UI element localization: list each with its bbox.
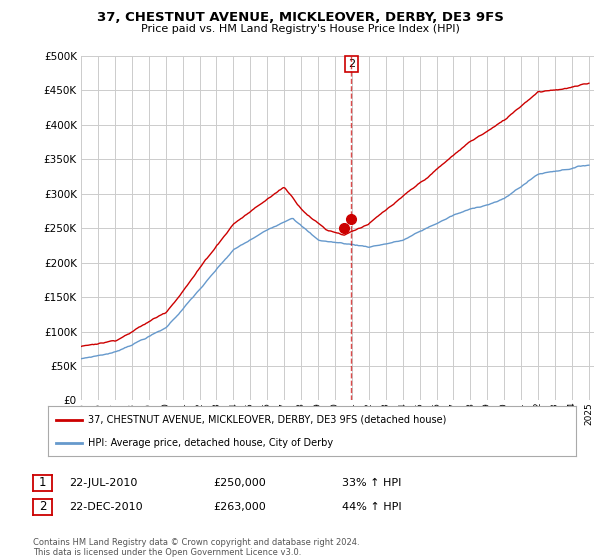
- Text: 2: 2: [39, 500, 46, 514]
- Text: £250,000: £250,000: [213, 478, 266, 488]
- Text: 22-JUL-2010: 22-JUL-2010: [69, 478, 137, 488]
- Text: 37, CHESTNUT AVENUE, MICKLEOVER, DERBY, DE3 9FS (detached house): 37, CHESTNUT AVENUE, MICKLEOVER, DERBY, …: [88, 414, 446, 424]
- Text: 44% ↑ HPI: 44% ↑ HPI: [342, 502, 401, 512]
- Text: 37, CHESTNUT AVENUE, MICKLEOVER, DERBY, DE3 9FS: 37, CHESTNUT AVENUE, MICKLEOVER, DERBY, …: [97, 11, 503, 24]
- Text: 22-DEC-2010: 22-DEC-2010: [69, 502, 143, 512]
- Text: Price paid vs. HM Land Registry's House Price Index (HPI): Price paid vs. HM Land Registry's House …: [140, 24, 460, 34]
- Text: 2: 2: [348, 59, 355, 69]
- Text: HPI: Average price, detached house, City of Derby: HPI: Average price, detached house, City…: [88, 438, 333, 448]
- Text: 33% ↑ HPI: 33% ↑ HPI: [342, 478, 401, 488]
- Text: £263,000: £263,000: [213, 502, 266, 512]
- Text: Contains HM Land Registry data © Crown copyright and database right 2024.
This d: Contains HM Land Registry data © Crown c…: [33, 538, 359, 557]
- Text: 1: 1: [39, 476, 46, 489]
